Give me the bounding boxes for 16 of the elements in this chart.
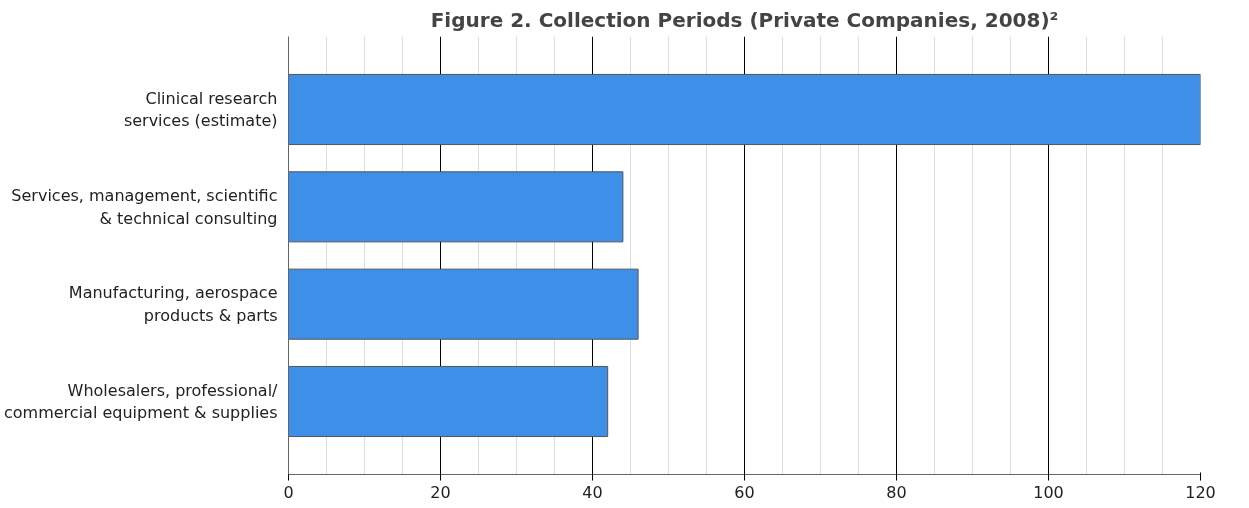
x-tick-label: 100 xyxy=(1033,482,1064,502)
y-tick-label: Wholesalers, professional/ commercial equipment & supplies xyxy=(4,380,279,423)
x-tick-label: 0 xyxy=(283,482,294,502)
bar xyxy=(288,268,639,340)
x-tick-label: 120 xyxy=(1185,482,1216,502)
x-tick-label: 80 xyxy=(886,482,907,502)
y-tick-label: Clinical research services (estimate) xyxy=(123,88,278,131)
y-tick-label: Manufacturing, aerospace products & parts xyxy=(68,283,278,326)
x-tick-label: 20 xyxy=(430,482,451,502)
chart-title: Figure 2. Collection Periods (Private Companies, 2008)² xyxy=(430,7,1059,32)
bar xyxy=(288,171,624,243)
x-tick-label: 60 xyxy=(734,482,755,502)
x-tick-label: 40 xyxy=(582,482,603,502)
bar xyxy=(288,365,609,438)
y-tick-label: Services, management, scientific & technical consulting xyxy=(11,185,278,228)
bar xyxy=(288,73,1201,146)
